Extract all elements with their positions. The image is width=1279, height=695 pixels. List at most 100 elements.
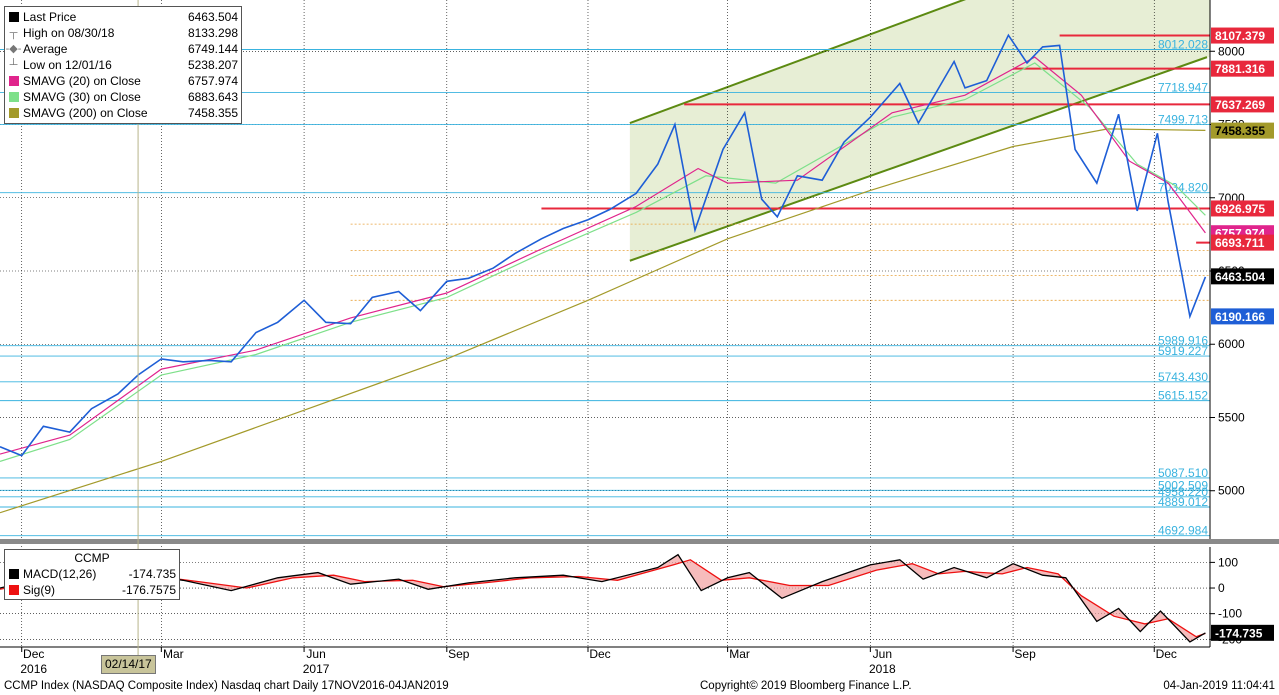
price-tag-7458-355: 7458.355	[1215, 124, 1265, 138]
month-label-dec-8: Dec	[1156, 647, 1177, 661]
macd-signal-fill	[0, 554, 1206, 642]
price-tag-bg-6190-166	[1211, 308, 1274, 325]
tick-label-8000: 8000	[1218, 44, 1245, 58]
price-tag-7637-269: 7637.269	[1215, 98, 1265, 112]
price-tag-bg-7458-355	[1211, 122, 1274, 139]
price-tag-bg-7881-316	[1211, 60, 1274, 77]
legend-label: Last Price	[23, 10, 77, 24]
square-icon	[8, 108, 19, 119]
legend-label: MACD(12,26)	[23, 567, 97, 581]
legend-value: 7458.355	[187, 106, 238, 120]
price-tag-bg-6463-504	[1211, 268, 1274, 285]
legend-row-signal: Sig(9) -176.7575	[8, 582, 176, 598]
legend-value: 6463.504	[187, 10, 238, 24]
blue-level-label-8012-028: 8012.028	[1158, 38, 1208, 52]
macd-tick-label-100: 100	[1218, 555, 1238, 569]
year-label-2016: 2016	[20, 662, 47, 676]
price-tag-6190-166: 6190.166	[1215, 310, 1265, 324]
legend-label: SMAVG (20) on Close	[23, 74, 141, 88]
footer-copyright: Copyright© 2019 Bloomberg Finance L.P.	[700, 680, 912, 692]
blue-level-label-5919-227: 5919.227	[1158, 344, 1208, 358]
macd-series-macd-12-26	[0, 553, 1206, 643]
square-icon	[8, 76, 19, 87]
month-label-dec-0: Dec	[23, 647, 44, 661]
legend-value: 5238.207	[187, 58, 238, 72]
legend-value: -174.735	[128, 567, 176, 581]
tick-label-5000: 5000	[1218, 484, 1245, 498]
legend-row-macd: MACD(12,26) -174.735	[8, 566, 176, 582]
tick-label-6000: 6000	[1218, 337, 1245, 351]
support-resistance-levels: 8012.028 7718.947 7499.713 7034.820 5989.916…	[0, 34, 1210, 538]
price-tag-bg-6926-975	[1211, 200, 1274, 217]
legend-label: High on 08/30/18	[23, 26, 115, 40]
legend-row-last-price: Last Price 6463.504	[8, 9, 238, 25]
price-tag-bg-8107-379	[1211, 27, 1274, 44]
year-label-2018: 2018	[869, 662, 896, 676]
price-tag-8107-379: 8107.379	[1215, 29, 1265, 43]
price-tag-bg-7637-269	[1211, 96, 1274, 113]
series-smavg-20-on-close	[0, 56, 1206, 455]
month-label-mar-1: Mar	[163, 647, 184, 661]
high-marker-icon: ┬	[9, 27, 18, 39]
blue-level-label-5615-152: 5615.152	[1158, 389, 1208, 403]
square-icon	[8, 12, 19, 23]
blue-level-label-5002-509: 5002.509	[1158, 478, 1208, 492]
legend-label: SMAVG (200) on Close	[23, 106, 148, 120]
month-label-jun-6: Jun	[873, 647, 892, 661]
month-label-sep-3: Sep	[448, 647, 470, 661]
legend-label: Low on 12/01/16	[23, 58, 112, 72]
legend-value: 6757.974	[187, 74, 238, 88]
month-label-dec-4: Dec	[589, 647, 610, 661]
blue-level-label-4958-220: 4958.220	[1158, 485, 1208, 499]
blue-level-label-7718-947: 7718.947	[1158, 80, 1208, 94]
price-tag-6463-504: 6463.504	[1215, 270, 1265, 284]
month-label-sep-7: Sep	[1014, 647, 1036, 661]
price-tag-6926-975: 6926.975	[1215, 202, 1265, 216]
macd-tick-label-0: 0	[1218, 581, 1225, 595]
year-label-2017: 2017	[303, 662, 330, 676]
legend-row-smavg-200: SMAVG (200) on Close 7458.355	[8, 105, 238, 121]
legend-row-low: ┴ Low on 12/01/16 5238.207	[8, 57, 238, 73]
series-last-price	[0, 33, 1207, 457]
crosshair-date-flag: 02/14/17	[101, 655, 156, 674]
macd-legend-title: CCMP	[74, 551, 110, 565]
legend-row-high: ┬ High on 08/30/18 8133.298	[8, 25, 238, 41]
channel-lower-line	[629, 56, 1208, 262]
trend-channel	[629, 0, 1210, 262]
series-smavg-200-on-close	[0, 128, 1206, 514]
legend-value: 6749.144	[187, 42, 238, 56]
average-line-icon: -◆-	[5, 43, 22, 55]
low-marker-icon: ┴	[9, 59, 18, 71]
macd-legend: CCMP MACD(12,26) -174.735 Sig(9) -176.75…	[4, 549, 180, 600]
channel-upper-line	[629, 0, 967, 124]
month-label-jun-2: Jun	[306, 647, 325, 661]
blue-level-label-5989-916: 5989.916	[1158, 334, 1208, 348]
price-tag-6693-711: 6693.711	[1215, 236, 1265, 250]
tick-label-5500: 5500	[1218, 410, 1245, 424]
legend-label: SMAVG (30) on Close	[23, 90, 141, 104]
legend-row-average: -◆- Average 6749.144	[5, 41, 238, 57]
legend-label: Sig(9)	[23, 583, 56, 597]
legend-label: Average	[23, 42, 68, 56]
macd-panel	[0, 553, 1210, 643]
macd-tag-174-735: -174.735	[1215, 626, 1263, 640]
blue-level-label-7034-820: 7034.820	[1158, 181, 1208, 195]
price-tag-7881-316: 7881.316	[1215, 62, 1265, 76]
legend-value: 6883.643	[187, 90, 238, 104]
legend-row-smavg-20: SMAVG (20) on Close 6757.974	[8, 73, 238, 89]
macd-series-sig-9	[0, 559, 1206, 638]
legend-value: 8133.298	[187, 26, 238, 40]
blue-level-label-5087-510: 5087.510	[1158, 466, 1208, 480]
price-tag-bg-6693-711	[1211, 234, 1274, 251]
macd-tick-label-100: -100	[1218, 607, 1242, 621]
macd-tag-bg	[1211, 624, 1274, 641]
footer-timestamp: 04-Jan-2019 11:04:41	[1163, 680, 1275, 692]
price-axis-tags: 8107.379 7881.316 7637.269 7458.355 6926.975…	[1211, 27, 1274, 325]
price-legend: Last Price 6463.504 ┬ High on 08/30/18 8…	[4, 6, 242, 124]
blue-level-label-4889-012: 4889.012	[1158, 495, 1208, 509]
panel-separator	[0, 539, 1279, 544]
square-icon	[8, 92, 19, 103]
